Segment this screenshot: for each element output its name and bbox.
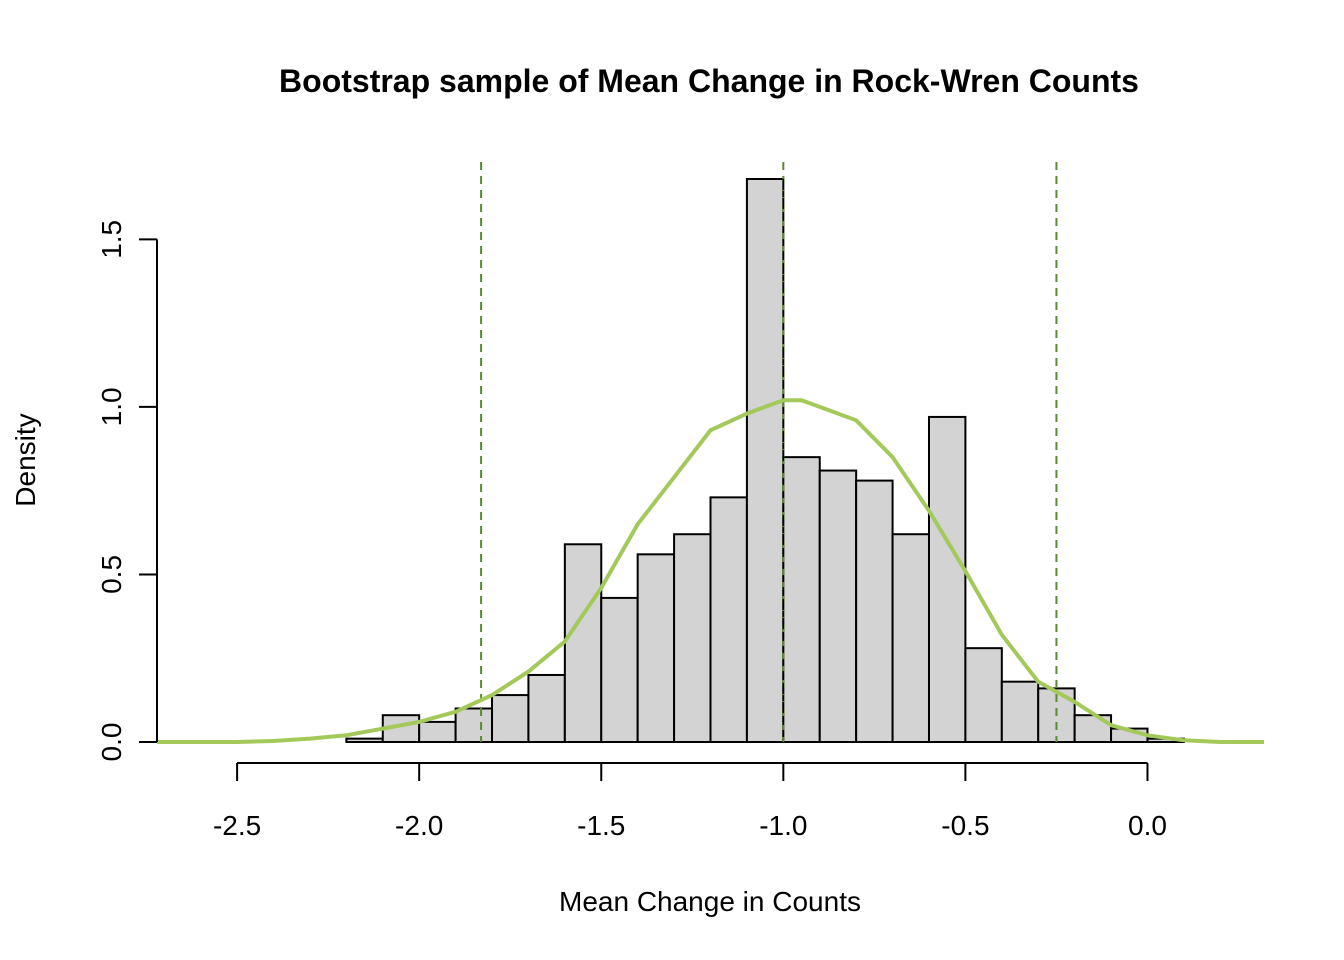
y-axis-label: Density bbox=[10, 413, 41, 506]
histogram-bar-9 bbox=[636, 553, 676, 743]
x-tick-label-2: -1.5 bbox=[577, 810, 625, 841]
density-curve bbox=[157, 398, 1264, 744]
histogram-bar-4 bbox=[454, 707, 494, 744]
histogram-bar-7 bbox=[563, 543, 603, 744]
x-axis: -2.5 -2.0 -1.5 -1.0 -0.5 0.0 bbox=[213, 762, 1167, 841]
x-tick-label-3: -1.0 bbox=[759, 810, 807, 841]
histogram-bar-11 bbox=[709, 496, 748, 743]
reference-lines bbox=[480, 162, 1058, 742]
histogram-bar-14 bbox=[818, 469, 858, 743]
x-tick-label-5: 0.0 bbox=[1128, 810, 1167, 841]
y-tick-label-3: 1.5 bbox=[96, 220, 127, 259]
x-tick-label-4: -0.5 bbox=[941, 810, 989, 841]
y-tick-label-0: 0.0 bbox=[96, 723, 127, 762]
histogram-bar-12 bbox=[745, 178, 785, 743]
histogram-bar-19 bbox=[1000, 680, 1040, 744]
histogram-bar-5 bbox=[491, 694, 530, 743]
histogram-bar-15 bbox=[855, 479, 894, 743]
histogram-bar-18 bbox=[964, 647, 1003, 744]
histogram-bar-1 bbox=[345, 737, 384, 743]
x-tick-label-1: -2.0 bbox=[395, 810, 443, 841]
chart-title: Bootstrap sample of Mean Change in Rock-… bbox=[279, 63, 1139, 99]
histogram-bar-8 bbox=[600, 596, 639, 743]
histogram-bar-10 bbox=[673, 533, 712, 743]
y-axis: 0.0 0.5 1.0 1.5 bbox=[96, 220, 158, 762]
x-axis-label: Mean Change in Counts bbox=[559, 886, 861, 917]
x-tick-label-0: -2.5 bbox=[213, 810, 261, 841]
histogram-bars bbox=[345, 178, 1185, 744]
histogram-bar-21 bbox=[1073, 714, 1113, 744]
histogram-bar-13 bbox=[782, 456, 821, 743]
histogram-bar-16 bbox=[891, 533, 930, 743]
y-tick-label-1: 0.5 bbox=[96, 555, 127, 594]
histogram-bar-3 bbox=[418, 720, 457, 744]
y-tick-label-2: 1.0 bbox=[96, 387, 127, 426]
histogram-bar-6 bbox=[527, 673, 566, 744]
histogram-bar-17 bbox=[927, 415, 967, 743]
